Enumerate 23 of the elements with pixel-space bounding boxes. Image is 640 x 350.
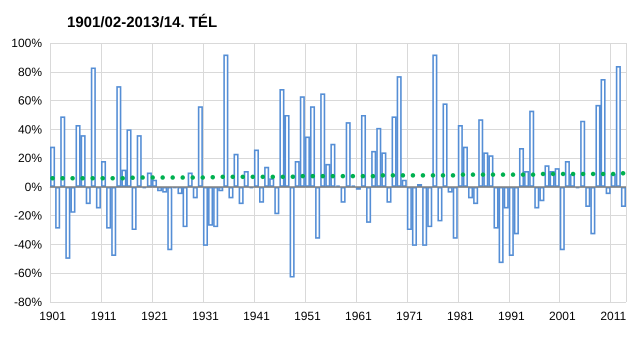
x-tick-label: 1961 [345,309,372,323]
y-tick-label: -40% [14,237,42,252]
y-tick-label: 40% [18,122,42,136]
x-tick-label: 2001 [548,309,576,323]
x-tick-label: 1971 [396,309,424,323]
chart-title: 1901/02-2013/14. TÉL [67,13,218,31]
y-tick-label: -60% [14,266,42,280]
x-tick-label: 1991 [498,309,525,323]
y-tick-label: 100% [11,36,42,50]
y-tick-label: -80% [14,295,42,309]
y-tick-label: 0% [24,180,42,194]
x-tick-label: 2011 [600,309,626,323]
x-tick-label: 1941 [243,309,270,323]
x-tick-label: 1911 [90,309,117,323]
x-tick-label: 1901 [39,309,66,323]
x-tick-label: 1921 [141,309,168,323]
y-tick-label: 80% [18,64,42,79]
x-tick-label: 1951 [294,309,322,323]
y-tick-label: 60% [18,94,42,108]
y-tick-label: 20% [18,151,42,166]
y-tick-label: -20% [14,208,42,223]
x-tick-label: 1931 [192,309,220,323]
x-tick-label: 1981 [446,309,474,323]
